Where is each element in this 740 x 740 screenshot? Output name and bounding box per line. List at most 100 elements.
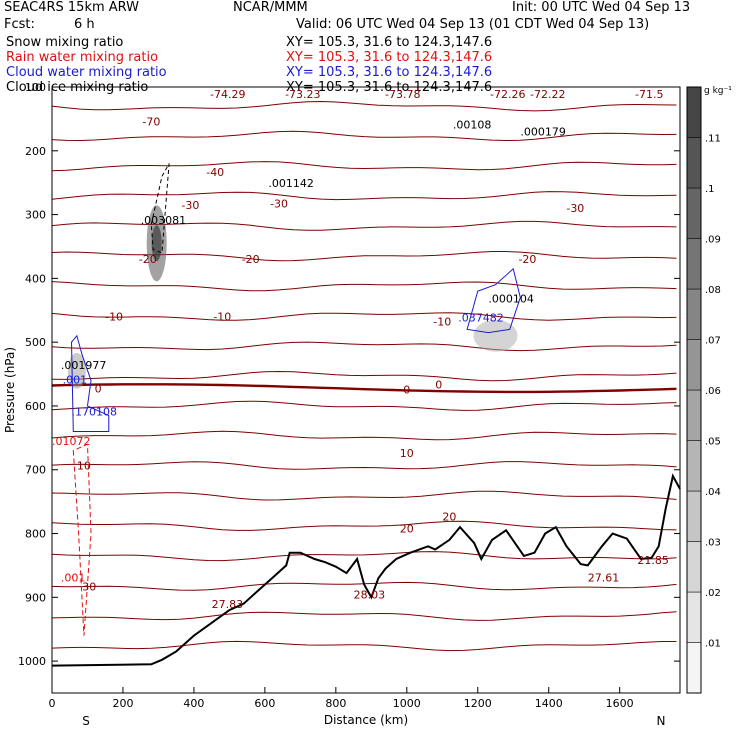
value-annotation: .001 [63,374,88,387]
y-tick-label: 300 [25,209,46,222]
isotherm-line [51,341,677,352]
isotherm-line [51,130,677,142]
value-annotation: .037482 [458,312,504,325]
isotherm-line [51,281,677,292]
isotherm-label: -20 [242,253,260,266]
x-tick-label: 1600 [606,697,634,710]
isotherm-line [51,430,677,441]
cloud-water-contour [466,267,521,334]
colorbar-tick-label: .08 [705,285,721,296]
x-tick-label: 1200 [464,697,492,710]
colorbar-tick-label: .07 [705,336,721,347]
field-cloudwater-label: Cloud water mixing ratio [6,65,167,80]
isotherm-line [51,191,677,201]
y-tick-label: 200 [25,145,46,158]
value-annotation: .003081 [141,214,187,227]
isotherm-line [51,161,677,172]
value-annotation: .000104 [488,293,533,306]
field-rain-label: Rain water mixing ratio [6,50,159,65]
value-annotation: .00108 [453,118,492,131]
terrain-line [51,473,681,667]
colorbar-step [686,389,702,441]
colorbar-tick-label: .1 [705,184,715,195]
isotherm-label: -30 [566,202,584,215]
isotherm-line [51,312,677,321]
isotherm-line [51,520,677,531]
isotherm-line [51,551,677,562]
colorbar-step [686,642,702,694]
value-annotation: 21.85 [637,554,669,567]
x-tick-label: 1000 [393,697,421,710]
cloud-core-shading [473,319,518,352]
x-tick-label: 400 [183,697,204,710]
value-annotation: .01072 [52,435,91,448]
x-tick-label: 200 [112,697,133,710]
value-annotation: 28.03 [354,589,386,602]
cloud-water-contour [71,334,110,432]
top-isotherm-value: -73.23 [285,88,320,101]
colorbar-step [686,440,702,492]
value-annotation: 27.83 [212,598,244,611]
y-tick-label: 1000 [18,655,46,668]
rain-water-contour [72,443,92,636]
field-rain-xy: XY= 105.3, 31.6 to 124.3,147.6 [286,50,493,65]
isotherm-label: 20 [442,510,456,523]
top-isotherm-value: -72.26 [490,88,525,101]
colorbar-step [686,339,702,391]
colorbar-unit: g kg⁻¹ [704,86,732,96]
isotherm-label: -20 [139,253,157,266]
value-annotation: .001977 [61,359,107,372]
colorbar-step [686,137,702,189]
isotherm-label: -20 [518,253,536,266]
y-axis-title: Pressure (hPa) [3,347,17,433]
colorbar-tick-label: .06 [705,386,721,397]
colorbar-step [686,541,702,593]
value-annotation: 27.61 [588,571,620,584]
isotherm-label: -10 [105,311,123,324]
value-annotation: .000179 [520,125,566,138]
colorbar-step [686,288,702,340]
isotherm-label: -10 [433,316,451,329]
value-annotation: .001 [61,571,86,584]
colorbar-tick-label: .09 [705,235,721,246]
field-snow-label: Snow mixing ratio [6,35,124,50]
colorbar-step [686,86,702,138]
x-axis-title: Distance (km) [324,713,408,727]
isotherm-line [51,490,677,501]
colorbar-tick-label: .01 [705,639,721,650]
colorbar-step [686,238,702,290]
top-isotherm-value: -72.22 [530,88,565,101]
fcst-value: 6 h [74,17,95,32]
isotherm-label: 0 [403,383,410,396]
colorbar-tick-label: .02 [705,588,721,599]
y-tick-label: 600 [25,400,46,413]
init-time: Init: 00 UTC Wed 04 Sep 13 [512,0,691,15]
x-tick-label: 0 [49,697,56,710]
colorbar-tick-label: .05 [705,437,721,448]
colorbar-tick-label: .11 [705,134,721,145]
center-title: NCAR/MMM [233,0,308,15]
top-isotherm-value: -74.29 [210,88,245,101]
colorbar-tick-label: .04 [705,487,721,498]
y-tick-label: 900 [25,591,46,604]
colorbar-step [686,187,702,239]
top-isotherm-value: -73.78 [385,88,420,101]
top-isotherm-value: -71.5 [635,88,663,101]
x-tick-label: 1400 [535,697,563,710]
isotherm-label: -40 [206,166,224,179]
colorbar-step [686,490,702,542]
isotherm-label: 20 [400,522,414,535]
field-snow-xy: XY= 105.3, 31.6 to 124.3,147.6 [286,35,493,50]
snow-contour [150,163,170,254]
colorbar-tick-label: .03 [705,538,721,549]
fcst-label: Fcst: [4,17,35,32]
isotherm-line [51,100,677,112]
x-end-label-south: S [82,714,90,728]
x-tick-label: 600 [254,697,275,710]
isotherm-label: 10 [400,447,414,460]
isotherm-line [51,611,677,621]
colorbar-frame [686,86,702,694]
isotherm-label: -30 [181,199,199,212]
isotherm-line [51,640,677,652]
